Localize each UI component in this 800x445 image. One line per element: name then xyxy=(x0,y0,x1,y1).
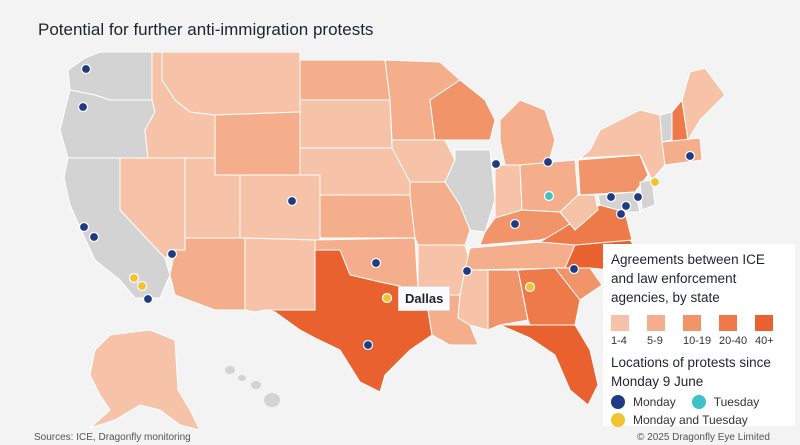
protest-dot-monday[interactable] xyxy=(509,218,521,230)
protest-dot-monday-tuesday[interactable] xyxy=(128,272,140,284)
protest-dot-monday[interactable] xyxy=(77,101,89,113)
legend-dot-monday xyxy=(611,395,625,409)
state-north-dakota xyxy=(299,59,391,101)
protest-dot-monday[interactable] xyxy=(370,257,382,269)
legend-swatch xyxy=(611,315,629,331)
legend-swatch xyxy=(755,315,773,331)
legend-dot-label: Monday xyxy=(633,395,676,409)
legend: Agreements between ICE and law enforceme… xyxy=(603,244,795,427)
protest-dot-monday[interactable] xyxy=(632,191,644,203)
protest-dot-monday[interactable] xyxy=(620,200,632,212)
protest-dot-tuesday[interactable] xyxy=(543,190,555,202)
legend-bin-label: 1-4 xyxy=(611,335,627,347)
legend-protest-row: Monday and Tuesday xyxy=(611,413,787,427)
state-alaska xyxy=(89,329,201,431)
legend-swatch xyxy=(719,315,737,331)
state-massachusetts xyxy=(661,137,703,166)
legend-swatch xyxy=(683,315,701,331)
protest-dot-monday-tuesday[interactable] xyxy=(136,280,148,292)
state-colorado xyxy=(239,174,321,241)
legend-bin: 20-40 xyxy=(719,315,748,347)
legend-bin-label: 20-40 xyxy=(719,335,748,347)
state-west-virginia xyxy=(559,194,599,231)
protest-dot-monday[interactable] xyxy=(80,63,92,75)
legend-swatches: 1-4 5-9 10-19 20-40 40+ xyxy=(611,315,787,347)
state-michigan xyxy=(499,99,556,166)
state-florida xyxy=(499,324,599,406)
state-pennsylvania xyxy=(577,154,649,196)
protest-dot-monday[interactable] xyxy=(166,248,178,260)
state-hawaii xyxy=(225,366,280,407)
legend-dot-label: Monday and Tuesday xyxy=(633,413,748,427)
legend-bin: 1-4 xyxy=(611,315,637,347)
state-maine xyxy=(681,67,726,142)
state-new-mexico xyxy=(244,237,316,313)
state-indiana xyxy=(494,164,523,219)
legend-bin-label: 10-19 xyxy=(683,335,712,347)
protest-dot-monday[interactable] xyxy=(542,156,554,168)
legend-bin: 5-9 xyxy=(647,315,673,347)
state-alabama xyxy=(487,269,529,331)
protest-dot-monday[interactable] xyxy=(615,208,627,220)
state-kansas xyxy=(319,194,416,239)
protest-markers xyxy=(77,63,696,351)
protest-dot-monday[interactable] xyxy=(362,339,374,351)
state-wyoming xyxy=(214,111,301,176)
protest-dot-monday[interactable] xyxy=(286,195,298,207)
legend-dot-monday-tuesday xyxy=(611,413,625,427)
protest-dot-monday-tuesday[interactable] xyxy=(381,292,393,304)
state-wisconsin xyxy=(429,79,496,141)
protest-dot-monday[interactable] xyxy=(490,158,502,170)
protest-dot-monday[interactable] xyxy=(461,265,473,277)
state-vermont xyxy=(659,111,673,143)
protest-dot-monday-tuesday[interactable] xyxy=(649,176,661,188)
state-south-dakota xyxy=(299,99,393,149)
protest-dot-monday-tuesday[interactable] xyxy=(524,281,536,293)
protest-dot-monday[interactable] xyxy=(568,263,580,275)
legend-bin-label: 40+ xyxy=(755,335,774,347)
protest-dot-monday[interactable] xyxy=(684,150,696,162)
protest-dot-monday[interactable] xyxy=(142,293,154,305)
legend-protests-title: Locations of protests since Monday 9 Jun… xyxy=(611,355,771,389)
protest-dot-monday[interactable] xyxy=(88,231,100,243)
protest-dot-monday[interactable] xyxy=(605,191,617,203)
legend-bin: 10-19 xyxy=(683,315,712,347)
map-title: Potential for further anti-immigration p… xyxy=(38,20,374,39)
legend-protest-row: Monday Tuesday xyxy=(611,395,787,409)
source-note: Sources: ICE, Dragonfly monitoring xyxy=(34,432,191,443)
dallas-callout: Dallas xyxy=(398,286,451,311)
legend-bin-label: 5-9 xyxy=(647,335,663,347)
legend-agreements-title: Agreements between ICE and law enforceme… xyxy=(611,252,765,305)
legend-dot-label: Tuesday xyxy=(713,395,760,409)
legend-bin: 40+ xyxy=(755,315,781,347)
state-texas xyxy=(264,249,433,393)
copyright-note: © 2025 Dragonfly Eye Limited xyxy=(637,432,770,443)
legend-swatch xyxy=(647,315,665,331)
state-montana xyxy=(161,51,301,116)
protest-dot-monday[interactable] xyxy=(78,221,90,233)
legend-dot-tuesday xyxy=(691,395,706,409)
state-oregon xyxy=(59,89,156,159)
